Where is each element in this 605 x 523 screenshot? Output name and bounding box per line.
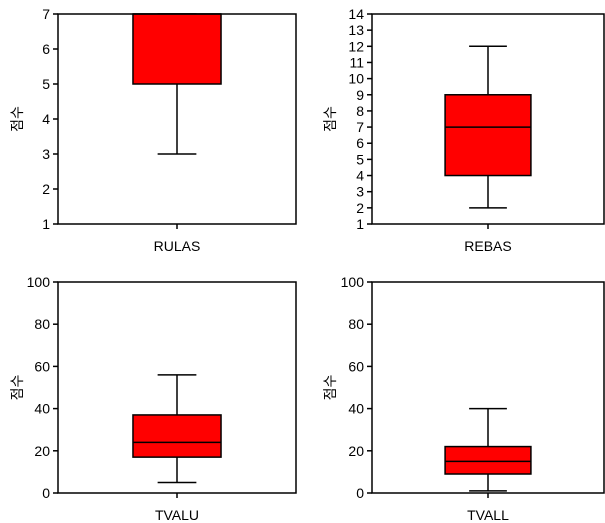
- y-tick-label: 20: [348, 443, 364, 459]
- y-axis-title: 점수: [322, 375, 338, 401]
- y-tick-label: 100: [341, 274, 365, 290]
- y-tick-label: 5: [42, 76, 50, 92]
- box-iqr: [444, 94, 532, 177]
- y-tick-label: 11: [349, 54, 364, 70]
- category-label: RULAS: [154, 238, 201, 254]
- y-tick-label: 20: [34, 443, 50, 459]
- chart-panel-rulas: 1 2 3 4 5 6 7 RULAS 점수: [9, 6, 297, 254]
- y-tick-label: 40: [34, 401, 50, 417]
- y-tick-label: 3: [42, 146, 50, 162]
- y-tick-label: 0: [42, 485, 50, 501]
- y-tick-label: 1: [356, 216, 364, 232]
- y-tick-label: 60: [348, 358, 364, 374]
- y-axis-title: 점수: [9, 106, 25, 132]
- category-label: TVALL: [467, 507, 509, 523]
- y-tick-label: 60: [34, 358, 50, 374]
- y-tick-label: 5: [356, 151, 364, 167]
- y-tick-label: 12: [348, 38, 364, 54]
- y-tick-label: 9: [356, 87, 364, 103]
- y-tick-label: 10: [348, 71, 364, 87]
- y-tick-label: 7: [356, 119, 364, 135]
- chart-panel-tvall: 0 20 40 60 80 100 TVALL 점수: [322, 274, 605, 523]
- y-tick-label: 2: [42, 181, 50, 197]
- y-tick-label: 7: [42, 6, 50, 22]
- y-tick-label: 2: [356, 200, 364, 216]
- y-tick-label: 3: [356, 184, 364, 200]
- y-tick-label: 0: [356, 485, 364, 501]
- y-tick-label: 8: [356, 103, 364, 119]
- y-tick-label: 1: [42, 216, 50, 232]
- category-label: REBAS: [464, 238, 511, 254]
- category-label: TVALU: [155, 507, 199, 523]
- y-axis-title: 점수: [9, 375, 25, 401]
- y-tick-label: 6: [42, 41, 50, 57]
- chart-panel-tvalu: 0 20 40 60 80 100 TVALU 점수: [9, 274, 297, 523]
- y-tick-label: 4: [356, 168, 364, 184]
- box-iqr: [132, 13, 222, 85]
- y-tick-label: 80: [34, 316, 50, 332]
- box-iqr: [444, 445, 532, 475]
- y-tick-label: 40: [348, 401, 364, 417]
- box-iqr: [132, 414, 222, 458]
- y-tick-label: 80: [348, 316, 364, 332]
- y-tick-label: 100: [27, 274, 51, 290]
- y-tick-label: 14: [348, 6, 364, 22]
- y-tick-label: 13: [348, 22, 364, 38]
- y-tick-label: 4: [42, 111, 50, 127]
- y-tick-label: 6: [356, 135, 364, 151]
- y-axis-title: 점수: [322, 106, 338, 132]
